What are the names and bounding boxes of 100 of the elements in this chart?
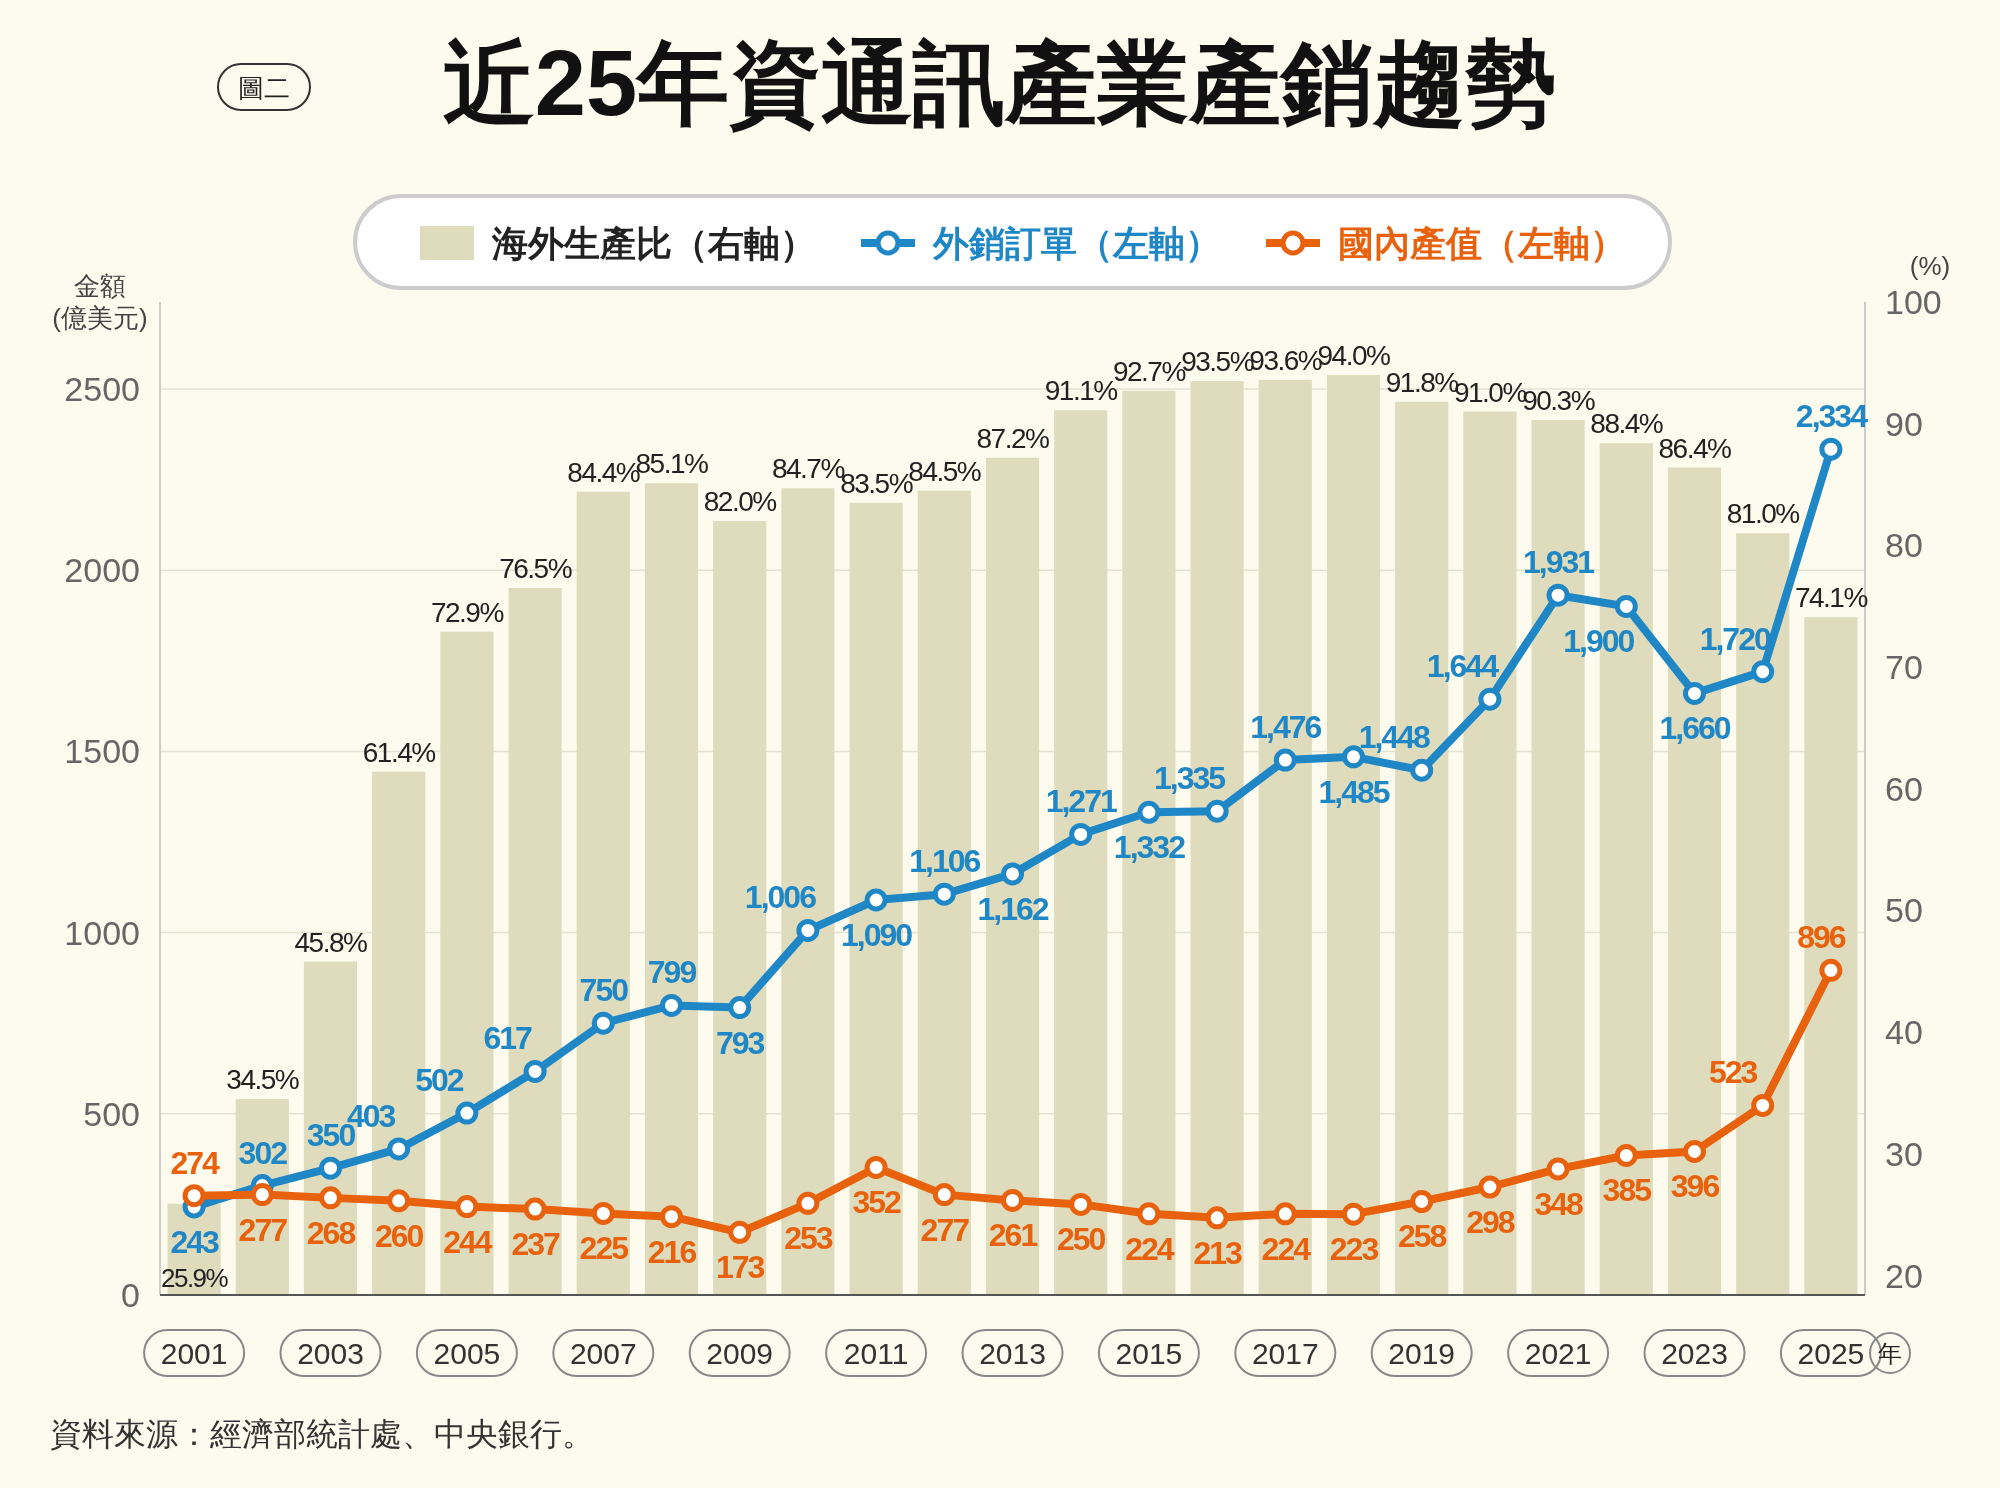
point: [591, 1011, 615, 1035]
data-label: 1,271: [1045, 783, 1117, 820]
y-tick-label: 2500: [64, 369, 140, 408]
data-label: 261: [988, 1217, 1038, 1254]
point: [1751, 660, 1775, 684]
y-tick-label: 1500: [64, 732, 140, 771]
data-label: 302: [238, 1134, 288, 1171]
point: [864, 888, 888, 912]
x-tick-label: 2003: [297, 1337, 364, 1370]
data-label: 237: [511, 1226, 560, 1263]
x-tick-label: 2015: [1115, 1337, 1183, 1370]
point: [1001, 862, 1024, 886]
point: [1546, 583, 1570, 607]
data-label: 82.0%: [703, 486, 777, 518]
data-label: 1,448: [1358, 719, 1430, 756]
y2-tick-label: 80: [1885, 526, 1923, 565]
text: 圖二: [238, 73, 290, 103]
point: [796, 918, 820, 942]
point: [182, 1184, 206, 1208]
data-label: 298: [1466, 1204, 1515, 1240]
point: [1273, 748, 1297, 772]
data-label: 896: [1797, 919, 1846, 956]
data-label: 750: [579, 972, 629, 1009]
x-tick-label: 2013: [979, 1337, 1046, 1370]
point: [1478, 687, 1502, 711]
data-label: 277: [920, 1211, 970, 1248]
point: [455, 1101, 479, 1125]
point: [1410, 758, 1434, 782]
y-tick-label: 500: [83, 1094, 140, 1133]
data-label: 523: [1709, 1054, 1758, 1091]
point: [1683, 681, 1706, 705]
legend-label: 海外生產比（右軸）: [491, 223, 816, 264]
data-label: 348: [1534, 1185, 1583, 1222]
point: [591, 1201, 615, 1225]
data-label: 352: [852, 1184, 901, 1221]
x-tick-label: 2011: [843, 1337, 909, 1370]
data-label: 74.1%: [1794, 582, 1868, 614]
point: [1478, 1175, 1502, 1199]
data-label: 253: [784, 1220, 833, 1257]
point: [932, 882, 956, 906]
x-tick-label: 2005: [433, 1337, 501, 1370]
point: [1819, 958, 1843, 982]
point: [1819, 437, 1843, 461]
data-label: 385: [1602, 1172, 1652, 1209]
point: [1410, 1190, 1434, 1213]
x-tick-label: 2001: [160, 1337, 228, 1370]
data-label: 1,090: [841, 916, 913, 953]
data-label: 1,660: [1659, 710, 1731, 747]
data-label: 86.4%: [1658, 432, 1732, 464]
x-tick-label: 2017: [1251, 1337, 1319, 1370]
data-label: 260: [375, 1217, 424, 1254]
point: [1069, 1192, 1093, 1216]
data-label: 1,485: [1318, 773, 1390, 810]
x-tick-label: 2023: [1661, 1337, 1728, 1370]
data-label: 34.5%: [226, 1064, 299, 1096]
data-label: 223: [1329, 1231, 1379, 1268]
y2-tick-label: 100: [1885, 283, 1942, 321]
data-label: 224: [1261, 1230, 1312, 1267]
point: [1137, 800, 1161, 824]
data-label: 72.9%: [430, 596, 504, 628]
chart-title: 近25年資通訊產業產銷趨勢: [442, 32, 1558, 134]
point: [796, 1191, 820, 1215]
data-label: 76.5%: [499, 552, 572, 584]
data-label: 61.4%: [362, 736, 436, 768]
data-label: 173: [716, 1249, 765, 1286]
data-label: 216: [647, 1233, 697, 1270]
data-label: 268: [306, 1214, 356, 1251]
legend-label: 國內產值（左軸）: [1338, 223, 1626, 264]
x-axis-title: 年: [1878, 1340, 1902, 1367]
point: [1205, 799, 1229, 823]
data-label: 1,106: [909, 843, 981, 880]
data-label: 224: [1125, 1230, 1175, 1267]
point: [523, 1197, 547, 1221]
point: [1614, 1143, 1638, 1167]
data-label: 213: [1193, 1234, 1242, 1271]
y2-tick-label: 20: [1885, 1256, 1923, 1295]
y2-tick-label: 50: [1885, 891, 1923, 930]
point: [864, 1155, 888, 1179]
data-label: 244: [443, 1223, 493, 1260]
data-label: 25.9%: [160, 1263, 229, 1293]
point: [387, 1189, 411, 1213]
data-label: 1,332: [1113, 829, 1186, 866]
legend-label: 外銷訂單（左軸）: [932, 223, 1221, 264]
data-label: 277: [238, 1211, 288, 1248]
data-label: 87.2%: [976, 422, 1050, 454]
y2-tick-label: 30: [1885, 1134, 1923, 1173]
point: [728, 996, 752, 1020]
y2-tick-label: 60: [1885, 769, 1923, 808]
point: [250, 1183, 274, 1207]
data-label: 793: [716, 1024, 765, 1061]
y2-tick-label: 40: [1885, 1013, 1923, 1052]
x-tick-label: 2025: [1797, 1337, 1865, 1370]
point: [1751, 1093, 1775, 1117]
point: [1001, 1188, 1024, 1212]
data-label: 225: [579, 1230, 629, 1267]
point: [660, 993, 683, 1017]
point: [728, 1220, 752, 1244]
data-label: 799: [647, 954, 697, 991]
point: [1205, 1206, 1229, 1230]
data-label: 45.8%: [294, 926, 368, 958]
